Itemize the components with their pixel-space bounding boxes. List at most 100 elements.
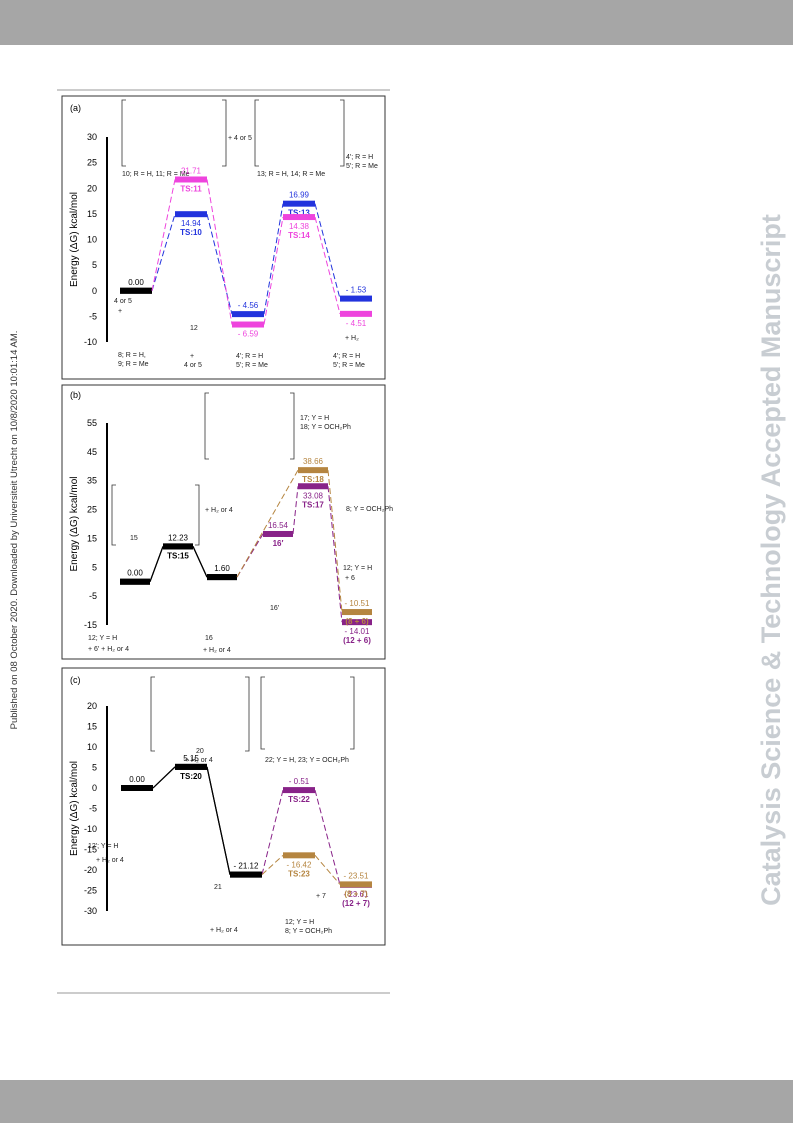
axis-title: Energy (ΔG) kcal/mol [69, 192, 80, 287]
value-label: 16.99 [289, 191, 310, 200]
y-tick-label: 35 [87, 476, 97, 486]
value-label: - 23.61 [344, 890, 369, 899]
annotation: 5′; R = Me [333, 362, 365, 369]
y-tick-label: 55 [87, 418, 97, 428]
annotation: + 4 or 5 [228, 135, 252, 142]
y-tick-label: -25 [84, 886, 97, 896]
value-label: 14.94 [181, 219, 202, 228]
annotation: 20 [196, 748, 204, 755]
energy-level [230, 871, 262, 878]
value-label: 21.71 [181, 166, 202, 175]
level-label: TS:10 [180, 228, 202, 237]
annotation: 4 or 5 [114, 298, 132, 305]
energy-level [232, 311, 264, 318]
annotation: 4 or 5 [184, 362, 202, 369]
annotation: 12 [190, 325, 198, 332]
watermark: Catalysis Science & Technology Accepted … [756, 214, 786, 906]
brackets [111, 99, 355, 752]
annotation: + H₂ or 4 [210, 927, 238, 934]
y-tick-label: 25 [87, 505, 97, 515]
value-label: - 23.51 [344, 871, 369, 880]
value-label: - 21.12 [234, 862, 259, 871]
annotation: 18; Y = OCH₂Ph [300, 424, 351, 431]
connector [206, 179, 233, 325]
energy-level [263, 530, 293, 537]
value-label: 5.15 [183, 754, 199, 763]
value-label: - 4.51 [346, 319, 367, 328]
level-label: TS:14 [288, 231, 310, 240]
level-label: 16′ [273, 539, 284, 548]
connector [236, 533, 264, 578]
connector [261, 854, 284, 875]
panel-label: (a) [70, 103, 81, 113]
axis-title: Energy (ΔG) kcal/mol [69, 761, 80, 856]
annotation: 5′; R = Me [236, 362, 268, 369]
y-tick-label: 10 [87, 742, 97, 752]
annotation: 22; Y = H, 23; Y = OCH₂Ph [265, 757, 349, 764]
annotation: 12; Y = H [88, 635, 117, 642]
energy-level [232, 321, 264, 328]
y-tick-label: -30 [84, 906, 97, 916]
y-tick-label: -15 [84, 845, 97, 855]
panel-frame [61, 384, 386, 660]
connector [152, 766, 176, 789]
level-label: TS:17 [302, 500, 324, 509]
connector [314, 216, 341, 314]
side-note: Published on 08 October 2020. Downloaded… [9, 331, 20, 730]
y-tick-label: 20 [87, 701, 97, 711]
energy-level [207, 574, 237, 581]
annotation: 8; R = H, [118, 352, 146, 359]
annotation: 9; R = Me [118, 361, 149, 368]
connector [263, 216, 284, 325]
level-label: (8 + 6) [345, 617, 369, 626]
energy-level [120, 287, 152, 294]
connector [206, 766, 231, 875]
connector [314, 854, 341, 885]
energy-level [121, 785, 153, 791]
value-label: - 14.01 [345, 627, 370, 636]
y-tick-label: 0 [92, 783, 97, 793]
y-tick-label: -10 [84, 337, 97, 347]
level-label: (8 + 7) [344, 889, 368, 898]
value-label: 0.00 [128, 278, 144, 287]
energy-level [163, 543, 193, 550]
axis-title: Energy (ΔG) kcal/mol [69, 476, 80, 571]
connector [206, 214, 233, 315]
connector [192, 546, 208, 578]
annotation: + [118, 308, 122, 315]
annotation: 21 [214, 884, 222, 891]
energy-level [340, 881, 372, 888]
energy-level [342, 609, 372, 616]
level-label: TS:20 [180, 772, 202, 781]
annotation: + 6′ + H₂ or 4 [88, 646, 129, 653]
energy-level [340, 295, 372, 302]
annotation: + 6 [345, 575, 355, 582]
annotation: + H₂ or 4 [185, 757, 213, 764]
value-label: 14.38 [289, 222, 310, 231]
annotation: 4′; R = H [236, 353, 263, 360]
y-tick-label: -5 [89, 311, 97, 321]
energy-level [175, 211, 207, 218]
connector [151, 179, 176, 291]
annotation: + H₂ or 4 [205, 507, 233, 514]
value-label: 33.08 [303, 491, 324, 500]
energy-level [283, 214, 315, 221]
energy-level [342, 619, 372, 626]
annotation: 17; Y = H [300, 415, 329, 422]
y-tick-label: 5 [92, 260, 97, 270]
connector [292, 486, 299, 535]
annotation: + H₂ or 4 [203, 647, 231, 654]
panel-label: (b) [70, 390, 81, 400]
footer-bar [0, 1080, 793, 1123]
y-tick-label: 15 [87, 209, 97, 219]
energy-level [175, 763, 207, 770]
y-tick-label: 0 [92, 286, 97, 296]
y-tick-label: 20 [87, 183, 97, 193]
connector [327, 470, 343, 613]
panel-frame [61, 667, 386, 946]
value-label: 0.00 [127, 569, 143, 578]
energy-level [120, 578, 150, 585]
value-label: - 0.51 [289, 777, 310, 786]
